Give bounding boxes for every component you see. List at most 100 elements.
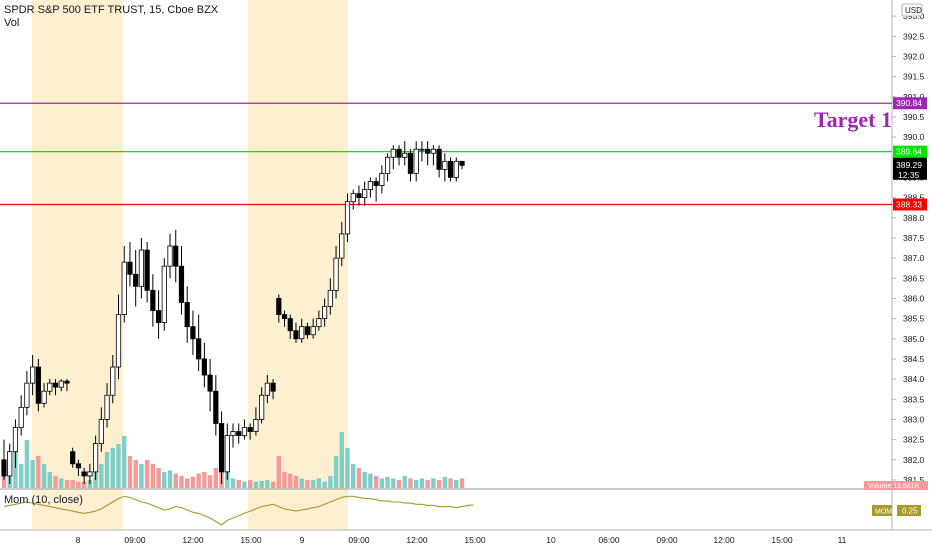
level-badge xyxy=(893,97,927,110)
candle-body xyxy=(270,382,276,392)
volume-indicator-label[interactable]: Vol xyxy=(4,17,20,29)
volume-bar xyxy=(391,478,396,488)
candle-body xyxy=(133,273,139,287)
volume-bar xyxy=(47,472,52,488)
volume-bar xyxy=(24,440,30,488)
volume-bar xyxy=(139,464,144,488)
volume-bar xyxy=(316,478,322,488)
volume-bar xyxy=(288,473,293,488)
volume-bar xyxy=(333,456,339,488)
candle-body xyxy=(81,471,87,477)
level-badge-label: 390.84 xyxy=(896,98,922,108)
candle-body xyxy=(430,148,436,154)
candle-body xyxy=(379,173,385,186)
price-tick-label: 382.5 xyxy=(903,435,925,445)
price-tick-label: 388.5 xyxy=(903,193,925,203)
volume-bar xyxy=(270,481,276,488)
candle-body xyxy=(150,289,156,311)
momentum-badge-name xyxy=(872,505,892,516)
candle-body xyxy=(362,189,368,199)
momentum-badge-label: MOM xyxy=(875,509,892,516)
candle-body xyxy=(310,326,316,336)
session-band xyxy=(32,0,123,530)
candle-body xyxy=(230,431,236,436)
volume-bar xyxy=(93,472,98,488)
candle-body xyxy=(333,257,339,291)
volume-bar xyxy=(133,460,138,488)
candle-body xyxy=(442,160,448,170)
candle-body xyxy=(356,193,362,199)
candle-body xyxy=(18,406,24,428)
candle-body xyxy=(350,193,356,203)
candle-body xyxy=(190,326,196,340)
volume-bar xyxy=(459,478,465,488)
volume-bar xyxy=(293,476,299,488)
candle-body xyxy=(196,338,202,360)
volume-bar xyxy=(265,480,270,488)
volume-bar xyxy=(408,478,413,488)
volume-bar xyxy=(116,444,121,488)
candle-body xyxy=(178,265,185,303)
volume-bar xyxy=(30,460,35,488)
volume-bar xyxy=(110,448,115,488)
price-tick-label: 386.0 xyxy=(903,293,925,303)
symbol-title[interactable]: SPDR S&P 500 ETF TRUST, 15, Cboe BZX xyxy=(4,4,219,16)
candle-body xyxy=(218,423,225,473)
volume-bar xyxy=(156,468,161,488)
level-badge xyxy=(893,145,927,158)
volume-bar xyxy=(127,456,133,488)
volume-badge-label: Volume 15.561K xyxy=(868,483,920,490)
volume-bar xyxy=(419,478,425,488)
candle-body xyxy=(419,148,425,151)
volume-bar xyxy=(351,464,356,488)
volume-bar xyxy=(310,480,316,488)
candle-body xyxy=(155,310,162,324)
candle-body xyxy=(316,318,322,328)
volume-bar xyxy=(13,452,18,488)
volume-bar xyxy=(36,456,41,488)
candle-body xyxy=(93,443,99,473)
price-tick-label: 388.0 xyxy=(903,213,925,223)
candle-body xyxy=(299,326,305,340)
momentum-indicator-label[interactable]: Mom (10, close) xyxy=(4,494,83,506)
candle-body xyxy=(407,152,414,174)
volume-bar xyxy=(99,464,104,488)
level-badge-label: 388.33 xyxy=(896,199,922,209)
volume-bar xyxy=(207,475,213,488)
volume-bar xyxy=(305,480,310,488)
volume-bar xyxy=(167,470,173,488)
volume-bar xyxy=(299,478,304,488)
candle-body xyxy=(127,261,133,275)
volume-bar xyxy=(373,476,379,488)
time-axis-label: 15:00 xyxy=(464,535,486,545)
volume-bar xyxy=(379,478,385,488)
candle-body xyxy=(184,302,190,328)
candle-body xyxy=(453,160,459,178)
candle-body xyxy=(264,382,270,396)
countdown-label: 12:35 xyxy=(898,170,920,180)
candle-body xyxy=(413,148,419,174)
price-tick-label: 385.0 xyxy=(903,334,925,344)
candle-body xyxy=(396,148,402,158)
volume-bar xyxy=(454,480,459,488)
time-axis-label: 09:00 xyxy=(656,535,678,545)
time-axis-label: 09:00 xyxy=(124,535,146,545)
time-axis-label: 15:00 xyxy=(771,535,793,545)
time-axis-label: 11 xyxy=(838,535,847,545)
volume-bar xyxy=(150,464,156,488)
candle-body xyxy=(425,148,431,154)
volume-bar xyxy=(448,478,453,488)
candle-body xyxy=(98,419,104,445)
momentum-badge-value xyxy=(897,505,921,516)
candle-body xyxy=(41,390,47,404)
price-tick-label: 391.0 xyxy=(903,92,925,102)
price-tick-label: 386.5 xyxy=(903,273,925,283)
volume-bar xyxy=(436,480,442,488)
volume-bar xyxy=(339,432,344,488)
volume-bar xyxy=(144,460,150,488)
volume-bar xyxy=(362,472,367,488)
volume-bar xyxy=(259,480,264,488)
price-tick-label: 392.5 xyxy=(903,31,925,41)
candle-body xyxy=(339,233,345,259)
